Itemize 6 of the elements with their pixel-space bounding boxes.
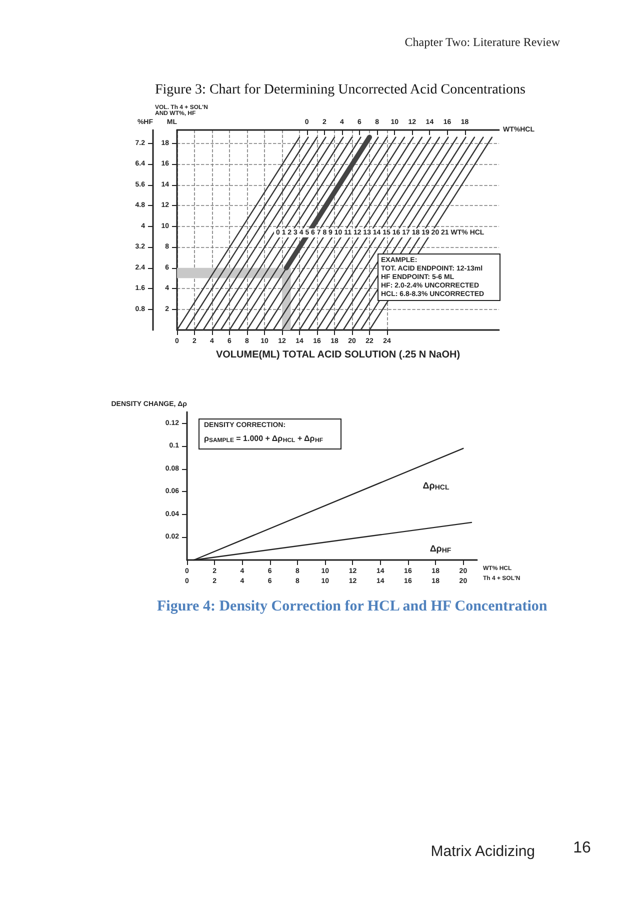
chart-title: Figure 3: Chart for Determining Uncorrected Acid Concentrations: [155, 82, 526, 98]
text: 16: [573, 840, 591, 856]
text: Figure 4: Density Correction for HCL and HF Concentration: [157, 598, 548, 614]
text: Chapter Two: Literature Review: [404, 35, 560, 49]
x-axis-title: VOLUME(ML) TOTAL ACID SOLUTION (.25 N NaOH): [216, 350, 460, 360]
text: Matrix Acidizing: [430, 843, 535, 860]
